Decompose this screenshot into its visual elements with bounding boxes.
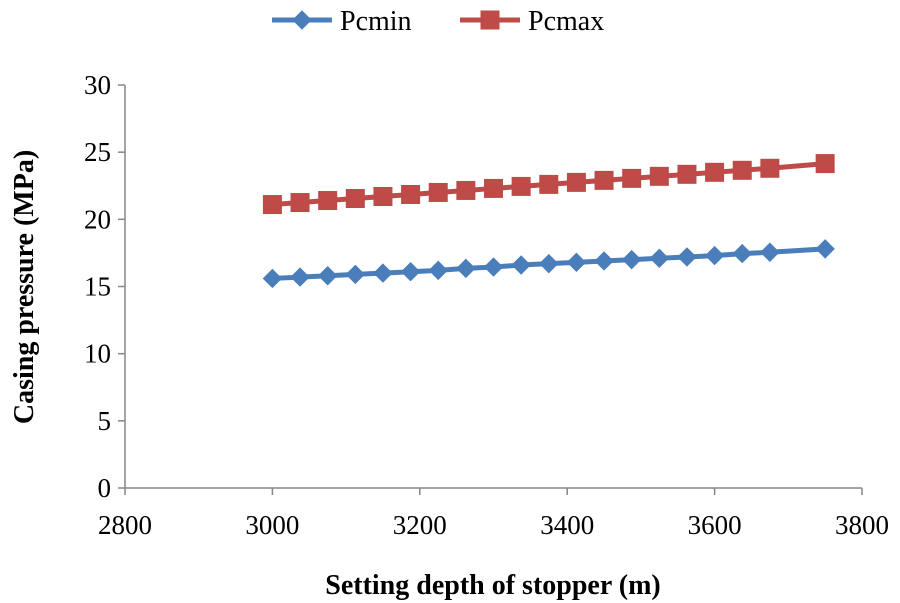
square-point [677,164,697,184]
axes: 0 5 10 15 20 25 30 2800 3000 3200 3400 3600 3800 [84,70,889,540]
diamond-point [539,253,559,274]
legend: Pcmin Pcmax [272,6,604,37]
square-point [649,166,669,186]
square-point [318,191,338,211]
diamond-point [566,252,587,273]
legend-label-pcmax: Pcmax [528,6,604,37]
x-tick-label: 3400 [540,510,594,540]
diamond-point [428,260,448,281]
diamond-point [677,247,697,267]
x-tick-label: 3200 [393,510,447,540]
square-point [622,168,642,188]
square-point [401,184,421,204]
square-point [732,160,752,180]
y-tick-label: 0 [98,473,112,503]
legend-marker-pcmax [480,10,500,30]
diamond-point [400,262,421,282]
x-tick-label: 3000 [245,510,299,540]
y-axis-title: Casing pressure (MPa) [9,150,40,424]
legend-marker-pcmin [292,10,312,30]
diamond-point [290,267,310,287]
series-group [262,154,835,289]
diamond-point [594,251,614,271]
square-point [539,174,559,194]
x-tick-label: 3600 [688,510,742,540]
diamond-point [649,248,670,268]
y-tick-label: 5 [98,406,112,436]
diamond-point [511,255,531,275]
square-point [705,162,725,182]
diamond-point [621,249,642,270]
x-axis-title: Setting depth of stopper (m) [325,570,660,601]
square-point [290,193,310,213]
diamond-point [456,258,476,279]
diamond-point [373,263,393,283]
y-tick-label: 30 [84,70,111,100]
square-point [566,172,586,192]
diamond-point [732,243,752,264]
legend-label-pcmin: Pcmin [340,6,412,37]
square-point [511,176,531,196]
diamond-point [262,268,283,289]
square-point [262,195,282,215]
diamond-point [345,264,366,285]
square-point [456,180,476,200]
square-point [484,178,503,198]
series-pcmin [262,239,835,289]
y-tick-label: 20 [84,204,111,234]
diamond-point [704,245,725,266]
y-tick-label: 10 [84,339,111,369]
square-point [815,154,835,174]
square-point [760,158,780,178]
square-point [373,186,393,206]
y-tick-label: 15 [84,272,111,302]
x-tick-label: 2800 [98,510,152,540]
square-point [345,189,365,209]
diamond-point [483,257,504,277]
square-point [594,170,614,190]
diamond-point [317,266,338,286]
y-tick-label: 25 [84,137,111,167]
x-tick-label: 3800 [835,510,889,540]
square-point [428,182,448,202]
series-pcmax [262,154,835,215]
diamond-point [815,239,835,259]
diamond-point [760,242,780,262]
